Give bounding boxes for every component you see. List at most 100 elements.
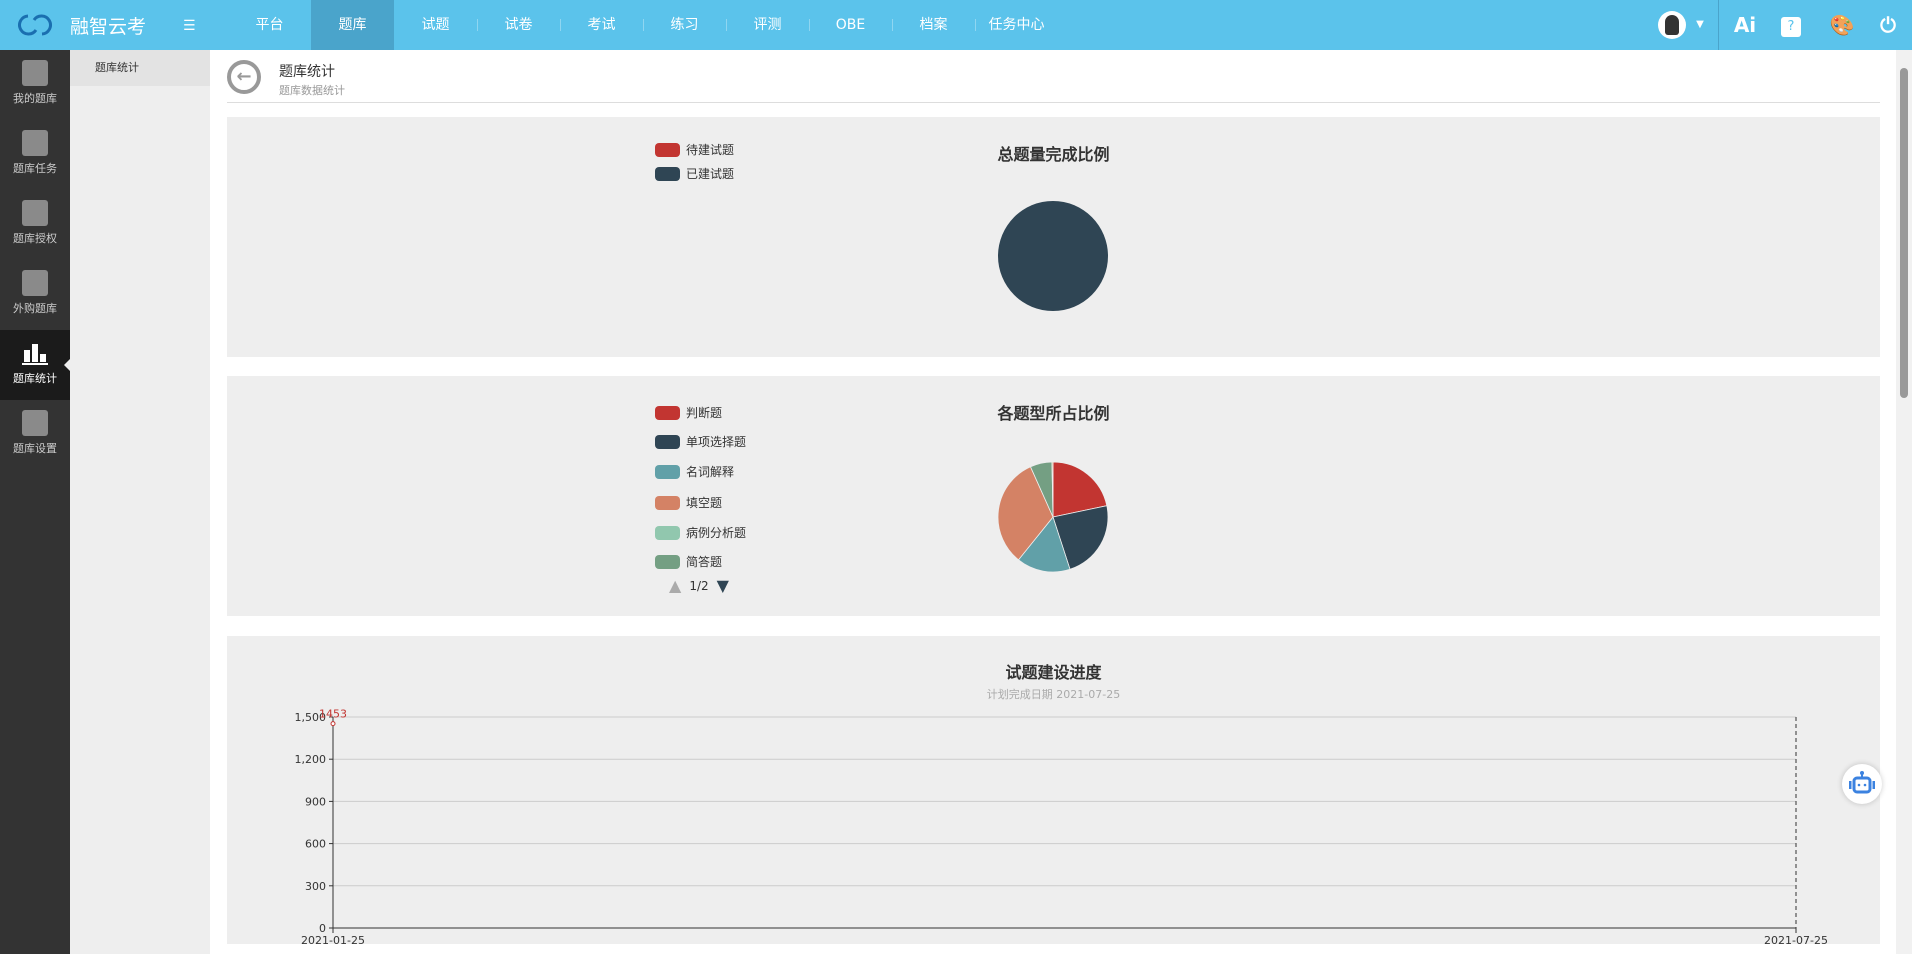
chart-panel-progress: 试题建设进度 计划完成日期 2021-07-25 0 300 600 900 1,200… [227,636,1880,947]
legend-item[interactable]: 名词解释 [655,463,734,480]
sidebar-item[interactable]: 题库授权 [0,190,70,260]
avatar[interactable] [1657,0,1687,50]
bar-chart-icon [22,340,48,366]
x-tick-label: 2021-07-25 [1764,934,1828,947]
submenu: 题库统计 [70,50,210,954]
page-header: ← 题库统计 题库数据统计 [227,56,1880,103]
y-tick-label: 0 [319,922,326,935]
page-title: 题库统计 [279,64,335,80]
sidebar-item-label: 题库授权 [13,232,57,245]
divider [1718,0,1719,50]
hamburger-icon[interactable]: ☰ [183,18,196,34]
sidebar-item-label: 我的题库 [13,92,57,105]
legend-swatch [655,525,680,540]
page-subtitle: 题库数据统计 [279,84,345,97]
brand-name: 融智云考 [70,16,147,38]
sidebar-item[interactable]: 外购题库 [0,260,70,330]
legend-pager: ▲ 1/2 ▼ [669,576,729,595]
legend-item[interactable]: 病例分析题 [655,524,746,541]
nav-item[interactable]: OBE [809,0,892,50]
chart-panel-completion: 总题量完成比例 待建试题已建试题 [227,117,1880,357]
chart-title: 各题型所占比例 [997,404,1110,423]
caret-down-icon[interactable]: ▼ [1696,19,1704,30]
x-tick-label: 2021-01-25 [301,934,365,947]
scrollbar[interactable] [1896,50,1912,954]
sidebar-item[interactable]: 题库任务 [0,120,70,190]
nav-item[interactable]: 试卷 [477,0,560,50]
legend-label: 单项选择题 [686,435,747,449]
scrollbar-thumb[interactable] [1900,68,1908,398]
legend-swatch [655,554,680,569]
ai-icon[interactable]: Ai [1733,13,1757,37]
palette-icon[interactable]: 🎨 [1829,13,1855,37]
legend-label: 待建试题 [686,143,735,157]
sidebar-item-label: 题库统计 [13,372,57,385]
legend-label: 判断题 [686,406,723,420]
y-tick-label: 900 [305,795,326,808]
clipboard-gear-icon [22,410,48,436]
logo-icon [18,14,52,36]
nav-item[interactable]: 考试 [560,0,643,50]
nav-item[interactable]: 平台 [255,17,284,33]
data-label: 1453 [319,708,347,721]
book-list-icon [22,60,48,86]
pie-slice[interactable] [1052,505,1109,570]
legend-label: 简答题 [686,555,723,569]
chart-subtitle: 计划完成日期 2021-07-25 [986,688,1121,701]
y-tick-label: 300 [305,880,326,893]
legend-label: 填空题 [686,496,723,510]
pie-slice[interactable] [998,201,1108,311]
legend-swatch [655,166,680,181]
legend-swatch [655,464,680,479]
pie-slice[interactable] [1017,516,1071,573]
legend-swatch [655,405,680,420]
top-bar: 融智云考 ☰ 平台 题库 试题 试卷 考试 练习 评测 OBE 档案 任务中心 ▼ Ai ? 🎨 … [0,0,1912,50]
chart-title: 试题建设进度 [1005,663,1102,682]
clipboard-list-icon [22,270,48,296]
document-edit-icon [22,200,48,226]
chart-panel-types: 各题型所占比例 判断题单项选择题名词解释填空题病例分析题简答题 ▲ 1/2 ▼ [227,376,1880,616]
legend-item[interactable]: 判断题 [655,404,722,421]
sidebar-item-label: 题库设置 [13,442,57,455]
legend-label: 病例分析题 [686,526,747,540]
pager-up-icon[interactable]: ▲ [669,576,682,595]
nav-item[interactable]: 试题 [421,17,450,33]
nav-item[interactable]: 题库 [311,0,394,50]
legend-label: 已建试题 [686,167,735,181]
back-arrow-icon[interactable]: ← [227,60,261,94]
help-icon[interactable]: ? [1778,0,1804,50]
pager-down-icon[interactable]: ▼ [716,576,729,595]
y-tick-label: 1,500 [295,711,327,724]
main-nav: 平台 题库 试题 试卷 考试 练习 评测 OBE 档案 任务中心 [228,0,1058,50]
nav-item[interactable]: 任务中心 [975,0,1058,50]
pie-slice[interactable] [1052,461,1108,518]
sidebar-item[interactable]: 我的题库 [0,50,70,120]
clipboard-check-icon [22,130,48,156]
legend-swatch [655,142,680,157]
submenu-item-stats[interactable]: 题库统计 [70,50,210,86]
power-icon[interactable]: ⏻ [1880,13,1896,37]
legend-item[interactable]: 待建试题 [655,141,734,158]
sidebar-item[interactable]: 题库设置 [0,400,70,470]
robot-icon [1849,771,1875,794]
sidebar-item[interactable]: 题库统计 [0,330,70,400]
pager-text: 1/2 [689,578,709,593]
robot-assistant-button[interactable] [1842,764,1882,804]
chart-title: 总题量完成比例 [997,145,1110,164]
pie-chart [998,201,1108,311]
nav-item[interactable]: 档案 [892,0,975,50]
data-point [330,721,336,727]
sidebar-item-label: 题库任务 [13,162,57,175]
y-tick-label: 600 [305,838,326,851]
sidebar-item-label: 外购题库 [13,302,57,315]
pie-slice[interactable] [1051,461,1054,518]
nav-item[interactable]: 评测 [726,0,809,50]
legend-item[interactable]: 已建试题 [655,165,734,182]
pie-chart [997,461,1109,573]
legend-item[interactable]: 单项选择题 [655,433,746,450]
legend-item[interactable]: 填空题 [655,494,722,511]
legend-item[interactable]: 简答题 [655,553,722,570]
pie-slice[interactable] [997,466,1054,561]
line-chart: 0 300 600 900 1,200 1,500 2021-01-25 2021-07-25… [295,708,1828,947]
nav-item[interactable]: 练习 [643,0,726,50]
